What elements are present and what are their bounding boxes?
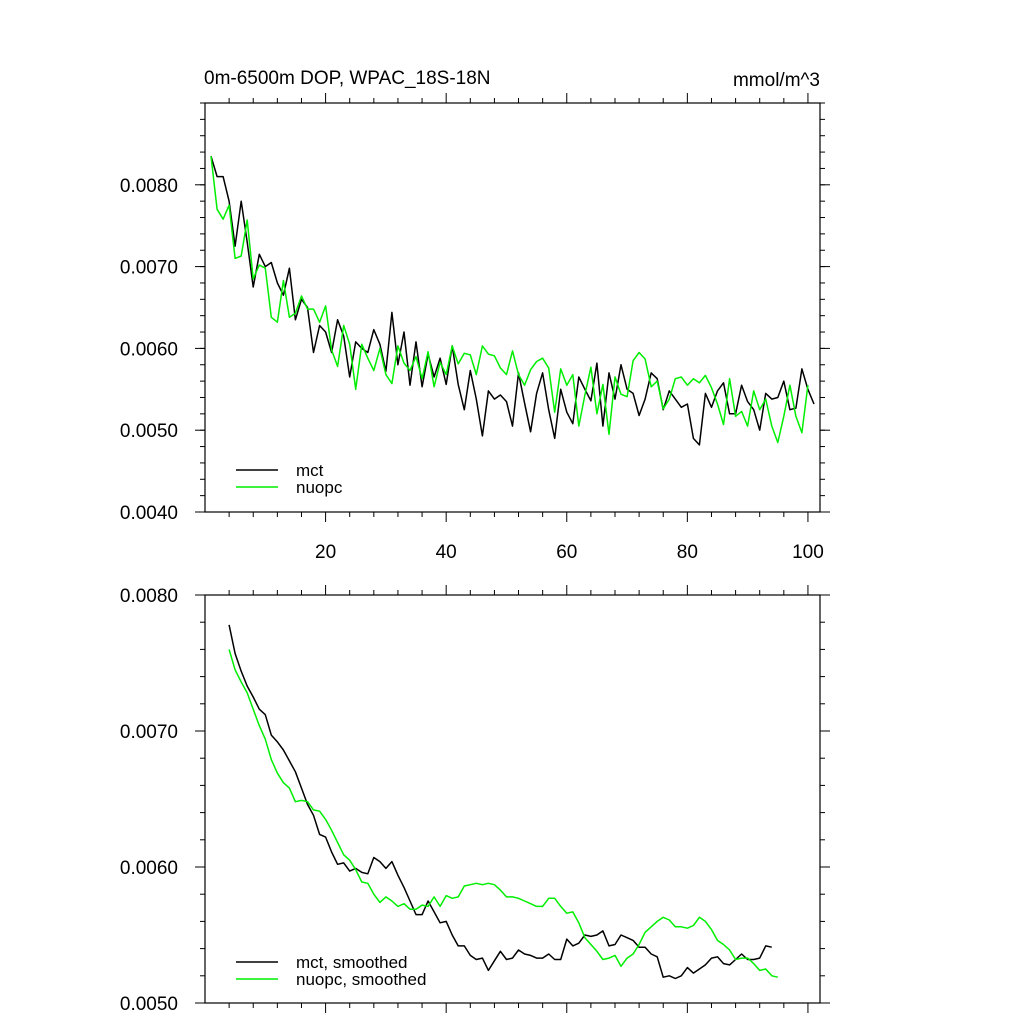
legend-label: mct [296,461,324,480]
top-axes: 20 40 60 80 100 0.0040 0.0050 0.0060 0.0070 0.008… [120,93,830,563]
y-tick-label: 0.0080 [120,176,178,197]
x-tick-label: 80 [677,542,698,563]
series-line-nuopc [210,156,809,444]
bottom-axes: 0.0050 0.0060 0.0070 0.0080 [120,585,830,1015]
y-tick-label: 0.0070 [120,258,178,279]
series-line-mct-smoothed [228,624,772,980]
y-tick-label: 0.0040 [120,503,178,524]
bottom-panel: 0.0050 0.0060 0.0070 0.0080 mct, smoothednu… [120,585,830,1015]
x-tick-label: 100 [792,542,824,563]
top-series-lines [210,155,815,446]
legend-label: mct, smoothed [296,953,408,972]
series-line-mct [210,155,815,446]
y-tick-label: 0.0080 [120,586,178,607]
x-tick-label: 20 [315,542,336,563]
series-line-nuopc-smoothed [228,649,778,978]
y-tick-label: 0.0050 [120,421,178,442]
x-tick-label: 40 [436,542,457,563]
legend-label: nuopc, smoothed [296,970,426,989]
y-tick-label: 0.0070 [120,722,178,743]
y-tick-label: 0.0060 [120,339,178,360]
plot-frame [204,594,821,1004]
bottom-series-lines [228,624,778,980]
y-tick-label: 0.0050 [120,994,178,1015]
plot-frame [204,102,821,513]
units-label: mmol/m^3 [733,70,820,91]
top-panel: 0m-6500m DOP, WPAC_18S-18N mmol/m^3 20 40… [120,68,830,563]
legend-label: nuopc [296,478,343,497]
y-tick-label: 0.0060 [120,858,178,879]
chart-title: 0m-6500m DOP, WPAC_18S-18N [204,68,491,89]
x-tick-label: 60 [556,542,577,563]
